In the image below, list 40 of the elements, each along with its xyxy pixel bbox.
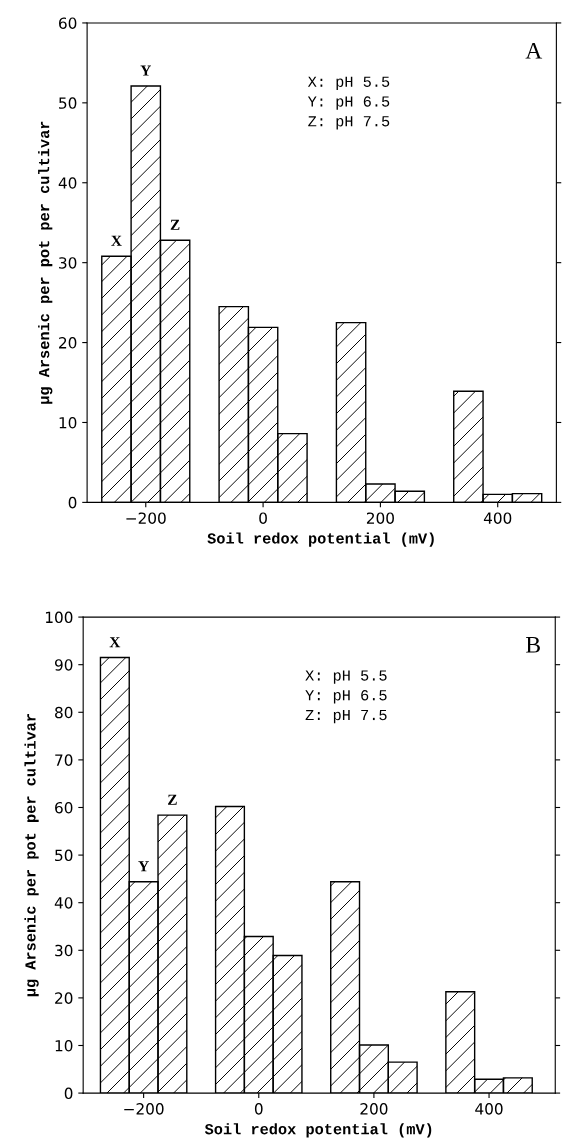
x-axis-title: Soil redox potential (mV) [207, 532, 434, 547]
x-tick-label: −200 [126, 512, 166, 524]
y-tick-label: 60 [55, 801, 73, 814]
y-tick-label: 0 [64, 1087, 73, 1100]
y-tick-label: 40 [58, 177, 77, 189]
y-tick-label: 30 [55, 944, 73, 957]
y-tick-label: 80 [55, 706, 73, 719]
series-label: Y [138, 861, 149, 872]
x-tick-label: −200 [124, 1103, 164, 1115]
y-tick-label: 100 [45, 611, 73, 624]
y-tick-label: 50 [55, 849, 73, 862]
text: A [525, 42, 543, 59]
y-tick-label: 20 [55, 992, 73, 1004]
text: B [526, 637, 540, 653]
y-tick-label: 10 [55, 1039, 73, 1052]
x-tick-label: 200 [366, 512, 394, 524]
x-axis-title: Soil redox potential (mV) [204, 1123, 432, 1138]
series-label: Y [140, 65, 151, 76]
annotation: X: pH 5.5 Y: pH 6.5 Z: pH 7.5 [305, 670, 387, 724]
x-tick-label: 0 [254, 1103, 263, 1115]
x-tick-label: 400 [483, 512, 512, 524]
y-tick-label: 10 [59, 416, 77, 429]
series-label: Z [168, 794, 177, 805]
y-tick-label: 50 [59, 97, 77, 109]
y-tick-label: 20 [59, 337, 77, 349]
x-tick-label: 200 [360, 1103, 388, 1115]
x-tick-label: 0 [259, 512, 267, 524]
y-tick-label: 60 [59, 17, 77, 29]
y-axis-title: μg Arsenic per pot per cultivar [24, 714, 39, 997]
y-axis-title: μg Arsenic per pot per cultivar [38, 121, 53, 404]
series-label: X [111, 235, 122, 246]
x-tick-label: 400 [475, 1103, 503, 1115]
series-label: Z [170, 219, 180, 230]
annotation: X: pH 5.5 Y: pH 6.5 Z: pH 7.5 [307, 76, 390, 130]
y-tick-label: 0 [68, 496, 77, 509]
y-tick-label: 30 [59, 257, 77, 269]
y-tick-label: 90 [54, 659, 73, 671]
series-label: X [109, 637, 121, 648]
y-tick-label: 40 [54, 897, 73, 909]
y-tick-label: 70 [55, 754, 73, 766]
